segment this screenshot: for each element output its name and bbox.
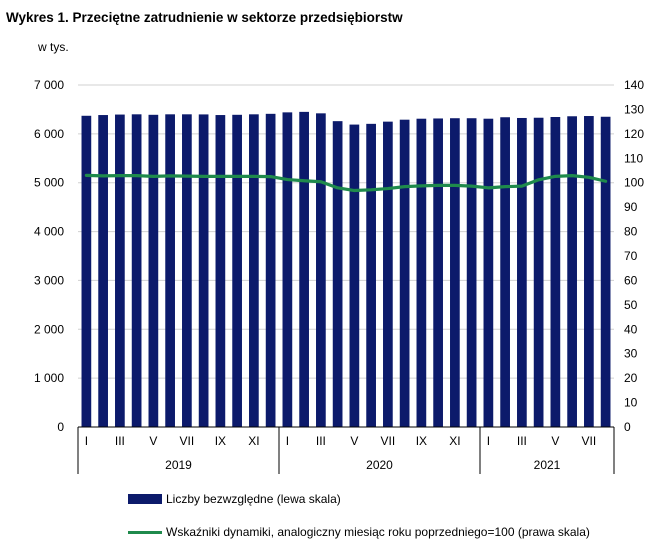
bar [232, 114, 242, 427]
right-tick-label: 40 [624, 322, 638, 336]
bar [366, 123, 376, 427]
bar [265, 113, 276, 427]
right-tick-label: 110 [624, 151, 643, 165]
right-tick-label: 90 [624, 200, 638, 214]
month-label: V [149, 434, 157, 448]
left-tick-label: 3 000 [34, 273, 64, 287]
bar [533, 117, 544, 427]
right-tick-label: 80 [624, 225, 638, 239]
bar [115, 114, 125, 428]
chart-canvas: 0 1 000 2 000 3 000 4 000 5 000 6 000 7 000 0 10… [34, 78, 644, 474]
left-tick-label: 6 000 [34, 127, 64, 141]
month-label: VII [381, 434, 396, 448]
left-tick-label: 7 000 [34, 78, 64, 92]
bar [182, 114, 192, 428]
bar [433, 118, 443, 428]
bar [148, 114, 159, 427]
line-series [84, 173, 608, 193]
bar-series [81, 111, 611, 428]
dynamics-line [84, 173, 608, 193]
bar [131, 114, 142, 428]
left-tick-label: 5 000 [34, 176, 64, 190]
right-tick-label: 120 [624, 127, 644, 141]
bar [567, 116, 577, 428]
bar [282, 112, 293, 428]
bar [165, 114, 175, 428]
chart-title: Wykres 1. Przeciętne zatrudnienie w sekt… [6, 10, 403, 25]
bar [483, 118, 494, 427]
bar [584, 116, 594, 427]
bar [517, 117, 527, 427]
month-label: IX [215, 434, 226, 448]
left-tick-label: 2 000 [34, 322, 64, 336]
month-label: XI [449, 434, 460, 448]
bar [349, 124, 360, 428]
right-tick-label: 30 [624, 347, 638, 361]
bar [81, 115, 92, 427]
legend-swatch-bars [128, 494, 162, 504]
legend-label-line: Wskaźniki dynamiki, analogiczny miesiąc … [166, 525, 590, 539]
bar [466, 118, 477, 428]
bar [316, 113, 326, 427]
legend-swatch-line [128, 531, 162, 534]
month-label: V [551, 434, 559, 448]
left-axis-unit: w tys. [38, 40, 69, 54]
left-axis-ticks: 0 1 000 2 000 3 000 4 000 5 000 6 000 7 000 [34, 78, 64, 434]
left-tick-label: 0 [57, 420, 64, 434]
year-label: 2021 [534, 458, 561, 472]
month-label: III [316, 434, 326, 448]
month-label: III [517, 434, 527, 448]
bar [550, 117, 561, 427]
bar [299, 111, 309, 427]
right-tick-label: 130 [624, 102, 644, 116]
right-tick-label: 20 [624, 371, 638, 385]
month-label: III [115, 434, 125, 448]
month-label: I [286, 434, 289, 448]
right-tick-label: 140 [624, 78, 644, 92]
bar [450, 118, 460, 428]
month-label: VII [582, 434, 597, 448]
month-label: I [487, 434, 490, 448]
month-label: IX [416, 434, 427, 448]
month-label: V [350, 434, 358, 448]
bar [600, 116, 611, 427]
month-label: VII [180, 434, 195, 448]
bar [198, 114, 209, 428]
bar [215, 115, 226, 427]
bar [416, 118, 427, 427]
bar [399, 119, 410, 427]
month-label: XI [248, 434, 259, 448]
right-tick-label: 0 [624, 420, 631, 434]
bar [500, 117, 510, 427]
right-tick-label: 100 [624, 176, 644, 190]
year-label: 2020 [366, 458, 393, 472]
legend-label-bars: Liczby bezwzględne (lewa skala) [166, 492, 341, 506]
year-label: 2019 [165, 458, 192, 472]
bar [249, 114, 259, 428]
bar [98, 115, 108, 427]
bar [332, 121, 343, 427]
month-label: I [85, 434, 88, 448]
left-tick-label: 4 000 [34, 225, 64, 239]
right-tick-label: 70 [624, 249, 638, 263]
bar [383, 121, 393, 428]
left-tick-label: 1 000 [34, 371, 64, 385]
right-tick-label: 60 [624, 273, 638, 287]
right-tick-label: 10 [624, 396, 638, 410]
right-tick-label: 50 [624, 298, 638, 312]
right-axis-ticks: 0 10 20 30 40 50 60 70 80 90 100 110 120 130 140 [624, 78, 644, 434]
gridlines [78, 84, 614, 379]
